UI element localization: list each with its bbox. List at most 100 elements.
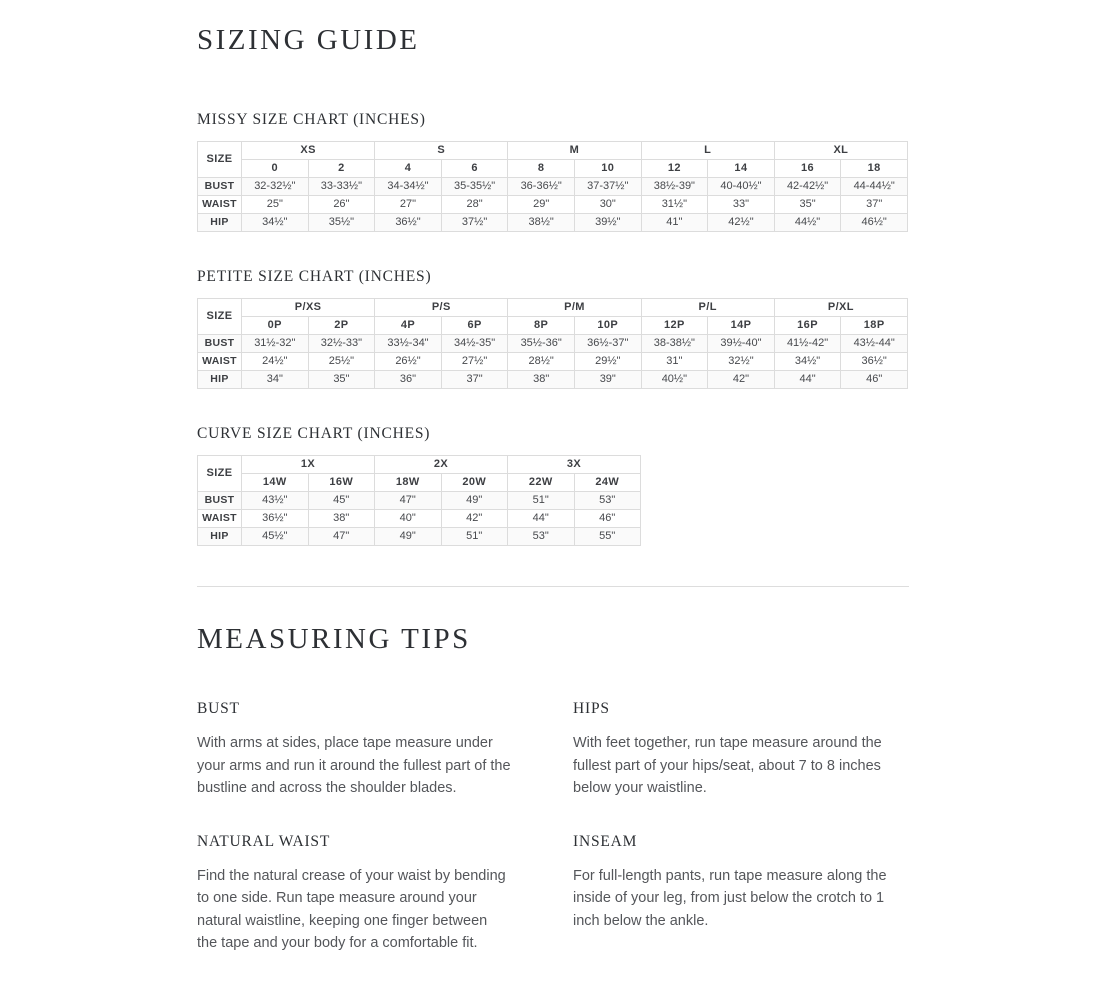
size-number-header: 2	[307, 159, 376, 178]
measure-value-cell: 40½"	[640, 370, 709, 389]
tip-natural-waist-heading: NATURAL WAIST	[197, 832, 331, 850]
size-corner-label: SIZE	[197, 298, 242, 335]
measure-row-hip: HIP 34½" 35½" 36½" 37½" 38½" 39½" 41" 42½" 44½" 46…	[197, 213, 908, 232]
measure-row-bust: BUST 32-32½" 33-33½" 34-34½" 35-35½" 36-36½" 3…	[197, 177, 908, 196]
size-number-header: 4	[374, 159, 442, 178]
petite-size-chart-section: PETITE SIZE CHART (INCHES) SIZE P/XS P/S P/…	[197, 268, 909, 389]
size-number-header: 8P	[507, 316, 575, 335]
measure-value-cell: 38½-39"	[640, 177, 709, 196]
measure-value-cell: 29"	[507, 195, 575, 214]
measure-value-cell: 42½"	[707, 213, 775, 232]
measure-value-cell: 30"	[573, 195, 642, 214]
measure-value-cell: 45"	[307, 491, 375, 510]
measure-value-cell: 28½"	[507, 352, 575, 371]
size-number-header: 16W	[307, 473, 375, 492]
size-number-header: 16	[773, 159, 842, 178]
tip-hips: HIPS With feet together, run tape measur…	[573, 701, 903, 800]
measure-value-cell: 36"	[374, 370, 442, 389]
measure-row-label: HIP	[197, 213, 242, 232]
size-group-header: P/XL	[773, 298, 909, 317]
measure-value-cell: 38½"	[507, 213, 575, 232]
size-corner-label: SIZE	[197, 455, 242, 492]
page-title: SIZING GUIDE	[197, 24, 420, 56]
petite-size-chart-table: SIZE P/XS P/S P/M P/L P/XL 0P 2P 4P 6P 8P 10P 12P 14P…	[197, 298, 909, 389]
measure-value-cell: 44-44½"	[840, 177, 908, 196]
measure-value-cell: 46½"	[840, 213, 908, 232]
measure-value-cell: 35½"	[307, 213, 376, 232]
measure-row-label: HIP	[197, 370, 242, 389]
size-group-header: L	[640, 141, 775, 160]
measure-value-cell: 46"	[840, 370, 908, 389]
measure-row-bust: BUST 43½" 45" 47" 49" 51" 53"	[197, 491, 641, 510]
size-group-header: XL	[773, 141, 909, 160]
missy-size-chart-title: MISSY SIZE CHART (INCHES)	[197, 111, 426, 128]
measure-value-cell: 31½"	[640, 195, 709, 214]
measure-value-cell: 43½"	[241, 491, 309, 510]
size-number-header: 8	[507, 159, 575, 178]
measure-value-cell: 28"	[440, 195, 509, 214]
measure-value-cell: 37"	[440, 370, 509, 389]
measure-row-label: WAIST	[197, 195, 242, 214]
measure-value-cell: 26"	[307, 195, 376, 214]
measure-value-cell: 35-35½"	[440, 177, 509, 196]
size-group-header: P/S	[374, 298, 509, 317]
measure-value-cell: 38"	[307, 509, 375, 528]
size-group-header: XS	[240, 141, 376, 160]
measure-value-cell: 38-38½"	[640, 334, 709, 353]
size-group-header: 2X	[374, 455, 508, 474]
measure-value-cell: 27½"	[440, 352, 509, 371]
measure-value-cell: 40"	[374, 509, 442, 528]
measure-value-cell: 32½-33"	[307, 334, 376, 353]
size-number-header: 20W	[440, 473, 508, 492]
size-number-header: 22W	[507, 473, 575, 492]
size-group-header: 3X	[507, 455, 641, 474]
size-group-header: P/XS	[240, 298, 376, 317]
size-number-header: 6	[440, 159, 509, 178]
petite-size-chart-title: PETITE SIZE CHART (INCHES)	[197, 268, 432, 285]
size-number-header: 18W	[374, 473, 442, 492]
measure-value-cell: 34½"	[241, 213, 309, 232]
measure-value-cell: 36½"	[241, 509, 309, 528]
measure-value-cell: 32½"	[707, 352, 775, 371]
measure-row-hip: HIP 45½" 47" 49" 51" 53" 55"	[197, 527, 641, 546]
size-group-header: M	[507, 141, 642, 160]
measure-value-cell: 44½"	[773, 213, 842, 232]
tip-inseam-heading: INSEAM	[573, 832, 638, 850]
measure-value-cell: 44"	[773, 370, 842, 389]
measure-row-waist: WAIST 36½" 38" 40" 42" 44" 46"	[197, 509, 641, 528]
measure-value-cell: 27"	[374, 195, 442, 214]
size-number-header: 4P	[374, 316, 442, 335]
size-number-header: 14W	[241, 473, 309, 492]
missy-size-chart-section: MISSY SIZE CHART (INCHES) SIZE XS S M L XL 0 2 4…	[197, 111, 909, 232]
measuring-tips-grid: BUST With arms at sides, place tape meas…	[197, 701, 909, 955]
measure-value-cell: 38"	[507, 370, 575, 389]
measure-value-cell: 53"	[573, 491, 641, 510]
measure-value-cell: 36½"	[840, 352, 908, 371]
measure-value-cell: 34½-35"	[440, 334, 509, 353]
size-number-header: 2P	[307, 316, 376, 335]
measure-value-cell: 41½-42"	[773, 334, 842, 353]
measure-value-cell: 36-36½"	[507, 177, 575, 196]
size-number-header: 14P	[707, 316, 775, 335]
size-corner-label: SIZE	[197, 141, 242, 178]
tip-natural-waist-text: Find the natural crease of your waist by…	[197, 867, 506, 952]
measure-value-cell: 36½-37"	[573, 334, 642, 353]
size-number-header: 0P	[241, 316, 309, 335]
measure-value-cell: 36½"	[374, 213, 442, 232]
measure-value-cell: 26½"	[374, 352, 442, 371]
measure-value-cell: 51"	[507, 491, 575, 510]
measure-value-cell: 33-33½"	[307, 177, 376, 196]
measure-value-cell: 35½-36"	[507, 334, 575, 353]
size-group-header: 1X	[241, 455, 375, 474]
measure-row-waist: WAIST 24½" 25½" 26½" 27½" 28½" 29½" 31" 32½" 34½"…	[197, 352, 908, 371]
size-group-header: S	[374, 141, 509, 160]
size-number-header: 18	[840, 159, 908, 178]
tip-inseam: INSEAM For full-length pants, run tape m…	[573, 832, 903, 955]
tip-bust-text: With arms at sides, place tape measure u…	[197, 735, 511, 796]
size-number-header: 14	[707, 159, 775, 178]
measure-value-cell: 42"	[440, 509, 508, 528]
measure-row-label: WAIST	[197, 352, 242, 371]
measure-value-cell: 49"	[374, 527, 442, 546]
tip-inseam-text: For full-length pants, run tape measure …	[573, 867, 887, 929]
measure-value-cell: 31"	[640, 352, 709, 371]
